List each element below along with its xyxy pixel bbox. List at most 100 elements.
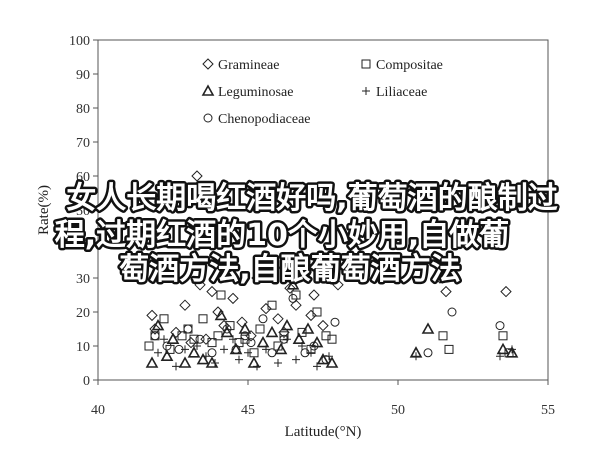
overlay-line-3: 萄酒方法,自酿葡萄酒方法 [119,252,460,287]
square-point [207,338,217,348]
legend-entry-liliaceae: Liliaceae [362,85,427,100]
triangle-point [292,332,306,345]
diamond-point [329,251,341,264]
legend-circle-icon [203,113,213,123]
diamond-point [236,316,248,328]
legend-triangle-icon [201,84,215,96]
plus-point [508,345,516,354]
square-point [312,307,322,317]
diamond-point [278,326,290,339]
series-chenopodiaceae [150,293,505,365]
plus-point [229,335,237,344]
plus-point [262,345,270,354]
triangle-point [265,325,279,338]
square-point [177,331,187,341]
circle-point [183,324,193,334]
y-tick-label: 30 [76,272,90,287]
triangle-point [238,322,252,334]
diamond-point [308,289,320,301]
triangle-point [496,342,510,355]
diamond-point [194,279,206,291]
plus-point [193,342,201,350]
square-point [321,331,331,341]
circle-point [321,355,331,365]
circle-point [222,324,232,334]
plus-point [313,362,321,371]
overlay-caption: 女人长期喝红酒好吗,葡萄酒的酿制过 程,过期红酒的10个小妙用,自做葡 萄酒方法… [52,179,560,290]
y-tick-label: 100 [69,34,90,49]
square-point [144,341,154,351]
circle-point [174,344,184,354]
plus-point [274,359,282,367]
plus-point [253,362,261,371]
overlay-line-1: 女人长期喝红酒好吗,葡萄酒的酿制过 [66,181,557,216]
diamond-point [305,309,317,322]
circle-point [231,344,241,354]
diamond-point [251,272,263,284]
legend-label: Gramineae [218,58,279,73]
series-liliaceae [154,335,516,371]
triangle-point [151,318,165,331]
diamond-point [191,170,203,182]
triangle-point [166,332,180,345]
square-point [291,290,301,300]
y-tick-label: 60 [76,170,90,185]
diamond-point [149,323,161,335]
plus-point [325,352,333,361]
axis-ticks: 0 10 20 30 40 50 60 70 80 90 100 40 45 50 55 [69,34,555,418]
plus-point [181,345,189,354]
diamond-point [440,285,452,298]
circle-point [162,341,172,351]
triangle-point [187,346,201,358]
legend-label: Leguminosae [218,85,293,100]
x-tick-label: 40 [91,403,105,418]
x-axis-title: Latitude(°N) [285,424,362,440]
diamond-point [500,285,512,298]
circle-point [258,314,268,324]
circle-point [279,334,289,344]
circle-point [495,321,505,331]
plus-point [412,352,420,361]
square-point [255,324,265,334]
plus-point [211,359,219,367]
plus-point [172,362,180,371]
square-point [189,334,199,344]
square-point [438,331,448,341]
plus-point [307,348,315,357]
diamond-point [185,336,197,349]
diamond-point [218,319,230,332]
triangle-point [256,335,270,348]
plus-point [244,348,252,357]
triangle-point [286,278,300,290]
square-point [327,334,337,344]
diamond-point [179,299,191,311]
circle-point [300,348,310,358]
legend-entry-compositae: Compositae [361,58,443,73]
diamond-point [170,326,182,339]
y-tick-label: 20 [76,306,90,321]
legend-diamond-icon [202,58,214,70]
diamond-point [245,330,257,342]
legend-label: Compositae [376,58,443,73]
diamond-point [227,292,239,305]
plus-point [292,355,300,364]
triangle-point [160,349,174,362]
legend: Gramineae Compositae Leguminosae Liliaceae C… [201,58,443,127]
triangle-point [145,356,159,368]
square-point [198,314,208,324]
diamond-point [317,319,329,332]
diamond-point [206,285,218,298]
legend-entry-gramineae: Gramineae [202,58,279,73]
diamond-point [260,302,272,315]
x-tick-label: 50 [391,403,405,418]
circle-point [246,338,256,348]
triangle-point [178,356,192,368]
triangle-point [301,322,315,334]
series-leguminosae [145,278,519,368]
plus-point [202,352,210,361]
circle-point [150,331,160,341]
circle-point [240,331,250,341]
plus-point [496,352,504,361]
triangle-point [274,342,288,355]
